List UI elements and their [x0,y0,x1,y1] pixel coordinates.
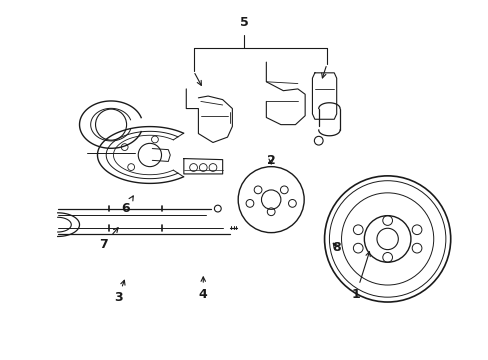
Text: 3: 3 [114,280,125,305]
Text: 1: 1 [351,252,369,301]
Text: 6: 6 [121,196,133,215]
Text: 7: 7 [99,228,118,251]
Text: 4: 4 [199,277,207,301]
Text: 8: 8 [332,241,340,255]
Text: 2: 2 [266,154,275,167]
Text: 5: 5 [240,16,248,29]
